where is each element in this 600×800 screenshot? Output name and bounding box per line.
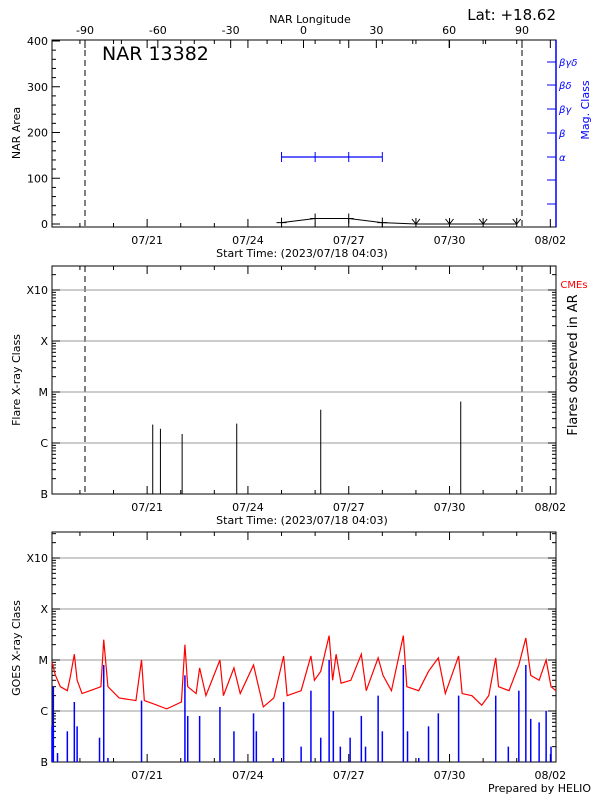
area-point [343,213,354,224]
panel3-ylabel: GOES X-ray Class [10,600,23,696]
panel2-frame [51,265,557,495]
footer-credit: Prepared by HELIO [488,782,591,795]
panel2-ylabel: Flare X-ray Class [10,334,23,426]
panel1-xlabel: Start Time: (2023/07/18 04:03) [216,247,388,260]
area-point-upper-limit [512,218,522,225]
y-tick-label: 0 [41,218,48,231]
y-tick-label: B [40,756,48,769]
lon-tick-label: -90 [76,24,94,37]
cme-label: CMEs [560,280,587,291]
y-tick-label: 400 [27,35,48,48]
area-point-upper-limit [445,218,454,225]
lon-tick-label: 90 [515,24,529,37]
x-tick-label: 07/30 [434,501,466,514]
panel1-frame [51,39,557,228]
latitude-label: Lat: +18.62 [467,6,556,24]
y-tick-label: 100 [27,172,48,185]
y-tick-label: M [39,654,49,667]
y-tick-label: X [40,603,48,616]
x-tick-label: 08/02 [534,234,566,247]
y-tick-label: X [40,335,48,348]
mag-tick-label: βγδ [558,58,577,69]
mag-tick-label: βδ [558,81,572,92]
mag-tick-label: α [559,153,566,164]
area-line [281,218,517,225]
x-tick-label: 07/24 [232,501,264,514]
y-tick-label: C [40,705,48,718]
x-tick-label: 07/30 [434,769,466,782]
x-tick-label: 08/02 [534,501,566,514]
y-tick-label: X10 [26,552,48,565]
panel3-frame [51,531,557,763]
x-tick-label: 07/27 [333,234,365,247]
mag-tick-label: βγ [558,105,572,116]
lon-tick-label: -30 [222,24,240,37]
panel2-y2label: Flares observed in AR [566,294,581,435]
area-point [377,217,388,228]
mag-tick-label: β [558,129,566,140]
lon-tick-label: 30 [369,24,383,37]
y-tick-label: C [40,437,48,450]
lon-tick-label: 60 [442,24,456,37]
panel1-title: NAR 13382 [102,43,209,65]
x-tick-label: 07/21 [131,501,163,514]
x-tick-label: 07/24 [232,234,264,247]
x-tick-label: 07/27 [333,501,365,514]
x-tick-label: 07/30 [434,234,466,247]
x-tick-label: 07/24 [232,769,264,782]
area-point [310,213,321,224]
panel1-y2label: Mag. Class [579,80,592,139]
x-tick-label: 07/27 [333,769,365,782]
x-tick-label: 07/21 [131,234,163,247]
panel2-xlabel: Start Time: (2023/07/18 04:03) [216,514,388,527]
goes-long-line [51,635,557,710]
area-point-upper-limit [411,218,421,225]
x-tick-label: 07/21 [131,769,163,782]
lon-tick-label: 0 [300,24,307,37]
area-point-upper-limit [478,218,488,225]
x-tick-label: 08/02 [534,769,566,782]
top-axis-label: NAR Longitude [269,13,351,26]
y-tick-label: 200 [27,127,48,140]
panel1-ylabel: NAR Area [10,107,23,159]
y-tick-label: 300 [27,81,48,94]
area-point [276,217,287,228]
y-tick-label: B [40,488,48,501]
y-tick-label: X10 [26,284,48,297]
lon-tick-label: -60 [149,24,167,37]
y-tick-label: M [39,386,49,399]
